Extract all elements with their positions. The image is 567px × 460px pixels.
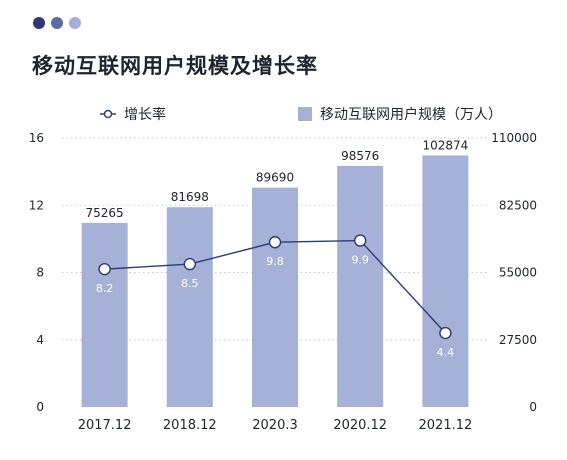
y-left-tick-label: 12 [29,198,44,212]
dot-1 [33,17,45,29]
chart-title: 移动互联网用户规模及增长率 [32,54,318,78]
dot-2 [51,17,63,29]
bar-value-label: 75265 [86,206,124,220]
legend-marker-icon [103,109,113,119]
y-left-tick-label: 16 [29,131,44,145]
y-left-tick-label: 0 [36,400,44,414]
bar-value-label: 98576 [341,149,379,163]
axis-labels: 0 0 4 27500 8 55000 12 82500 16 110000 2017.12 2018… [29,131,537,433]
x-tick-label: 2018.12 [163,418,217,433]
dot-3 [69,17,81,29]
x-tick-label: 2020.3 [252,418,298,433]
line-point [439,326,452,340]
bar [337,165,384,407]
line-value-label: 4.4 [437,346,455,359]
bar [81,222,128,407]
line-point [354,234,367,247]
line-point [183,257,197,271]
x-tick-label: 2017.12 [78,418,132,433]
y-left-tick-label: 8 [36,266,44,280]
line-value-label: 8.2 [96,282,114,295]
y-right-tick-label: 110000 [491,131,537,145]
y-right-tick-label: 0 [529,400,537,414]
line-value-label: 9.8 [266,255,284,268]
bar-value-label: 89690 [256,171,294,185]
y-right-tick-label: 27500 [499,333,537,347]
bar-value-labels: 75265 81698 89690 98576 102874 [86,138,469,220]
line-series: 8.2 8.5 9.8 9.9 4.4 [96,234,455,359]
line-value-label: 8.5 [181,277,199,290]
x-tick-label: 2020.12 [333,418,387,433]
legend: 增长率 移动互联网用户规模（万人） [100,106,502,123]
decorative-dots [33,17,81,29]
legend-bar-swatch [298,107,312,121]
line-point [268,236,282,249]
y-right-tick-label: 55000 [499,266,537,280]
legend-line-label: 增长率 [124,106,166,123]
bar-series [81,155,469,407]
y-left-tick-label: 4 [36,333,44,347]
bar [252,187,298,407]
line-point [98,262,111,276]
bar [422,155,469,407]
legend-bar-label: 移动互联网用户规模（万人） [320,106,502,123]
bar-value-label: 81698 [171,190,209,204]
bar-value-label: 102874 [422,138,468,152]
line-value-label: 9.9 [351,254,369,267]
bar [166,207,213,407]
x-tick-label: 2021.12 [419,418,473,433]
y-right-tick-label: 82500 [499,198,537,212]
